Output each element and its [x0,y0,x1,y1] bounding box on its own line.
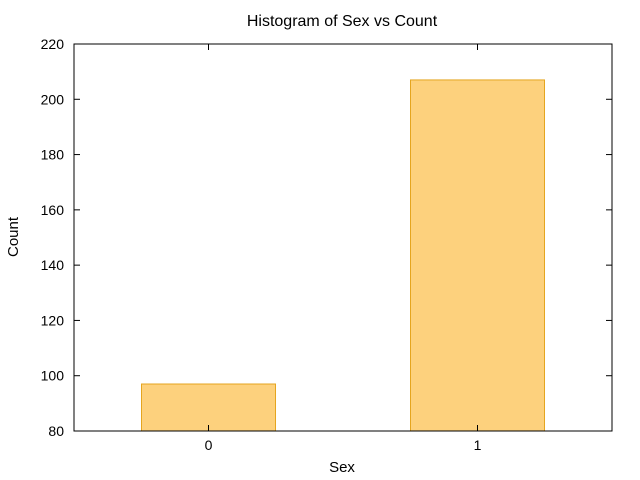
bars-layer [141,79,545,432]
y-tick-label-80: 80 [48,423,64,439]
y-tick-label-200: 200 [41,91,65,107]
y-tick-label-120: 120 [41,312,65,328]
y-tick-label-180: 180 [41,147,65,163]
bar-1 [410,79,545,432]
x-tick-label-0: 0 [205,437,213,453]
y-tick-label-100: 100 [41,368,65,384]
chart-title: Histogram of Sex vs Count [247,13,438,30]
y-tick-label-140: 140 [41,257,65,273]
y-tick-label-160: 160 [41,202,65,218]
x-axis-label: Sex [329,459,355,476]
y-tick-label-220: 220 [41,36,65,52]
plot-frame [73,43,613,432]
axes-layer [73,43,613,432]
x-tick-label-1: 1 [474,437,482,453]
bar-0 [141,383,276,432]
ticks-layer: 80 100 120 140 160 180 200 220 0 1 [41,36,612,453]
y-axis-label: Count [5,216,22,257]
